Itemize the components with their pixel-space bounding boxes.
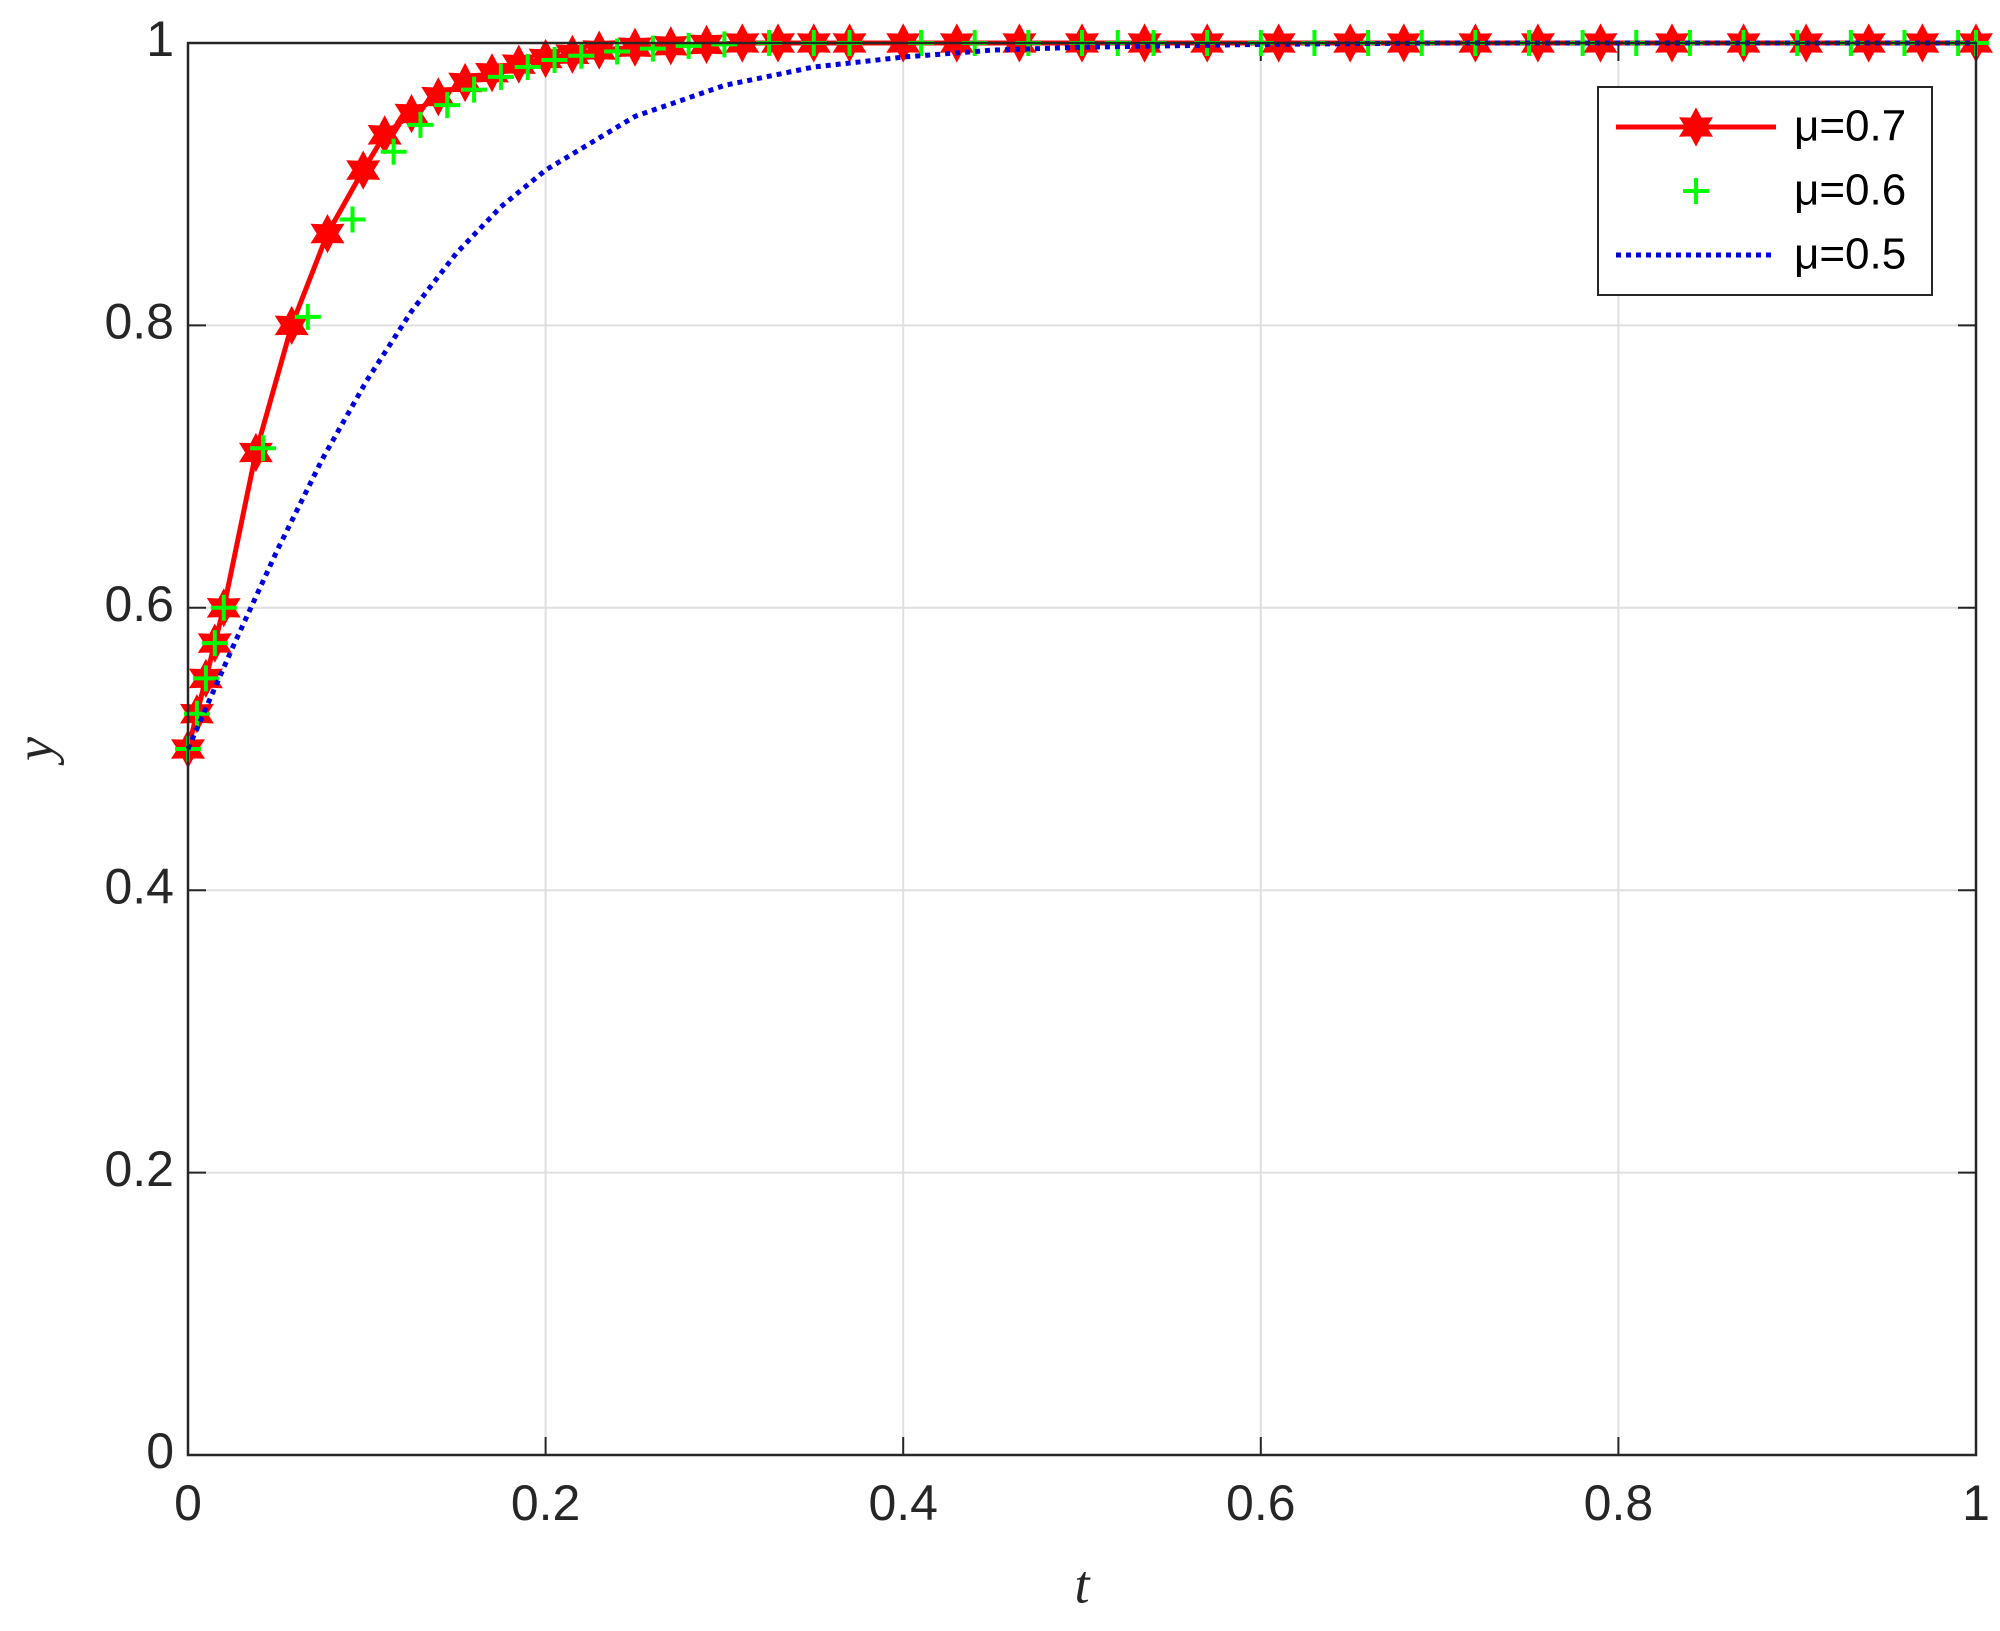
x-tick-label: 0 — [174, 1475, 202, 1531]
marker — [346, 150, 381, 190]
marker — [487, 63, 514, 90]
marker — [675, 32, 702, 59]
y-tick-label: 0.8 — [104, 294, 174, 350]
marker — [294, 303, 321, 330]
legend-label: μ=0.6 — [1794, 166, 1906, 215]
marker — [192, 665, 219, 692]
marker — [711, 31, 738, 58]
x-tick-label: 1 — [1962, 1475, 1990, 1531]
marker — [474, 53, 509, 93]
y-tick-label: 0.2 — [104, 1141, 174, 1197]
y-tick-label: 0.6 — [104, 576, 174, 632]
marker — [434, 92, 461, 119]
marker — [653, 26, 688, 66]
y-axis-label: y — [4, 737, 64, 766]
y-tick-label: 1 — [146, 11, 174, 67]
marker — [201, 630, 228, 657]
marker — [210, 594, 237, 621]
marker — [541, 46, 568, 73]
y-tick-label: 0 — [146, 1423, 174, 1479]
legend-label: μ=0.7 — [1794, 102, 1906, 151]
marker — [380, 138, 407, 165]
marker — [639, 35, 666, 62]
x-tick-label: 0.6 — [1226, 1475, 1296, 1531]
x-axis-label: t — [1074, 1554, 1091, 1614]
y-tick-label: 0.4 — [104, 858, 174, 914]
legend-box — [1597, 86, 1933, 296]
legend-marker — [1679, 107, 1713, 147]
x-tick-label: 0.4 — [868, 1475, 938, 1531]
legend-label: μ=0.5 — [1794, 230, 1906, 279]
x-tick-label: 0.8 — [1584, 1475, 1654, 1531]
marker — [339, 206, 366, 233]
marker — [689, 24, 724, 65]
marker — [582, 30, 617, 70]
axes-box — [186, 41, 1978, 1457]
marker — [514, 54, 541, 81]
marker — [239, 432, 273, 473]
marker — [407, 111, 434, 138]
x-tick-label: 0.2 — [511, 1475, 581, 1531]
marker — [461, 76, 488, 103]
legend-marker — [1683, 178, 1709, 204]
marker — [617, 27, 653, 67]
marker — [568, 42, 595, 69]
marker — [448, 62, 483, 103]
marker — [310, 213, 345, 254]
marker — [250, 435, 277, 462]
